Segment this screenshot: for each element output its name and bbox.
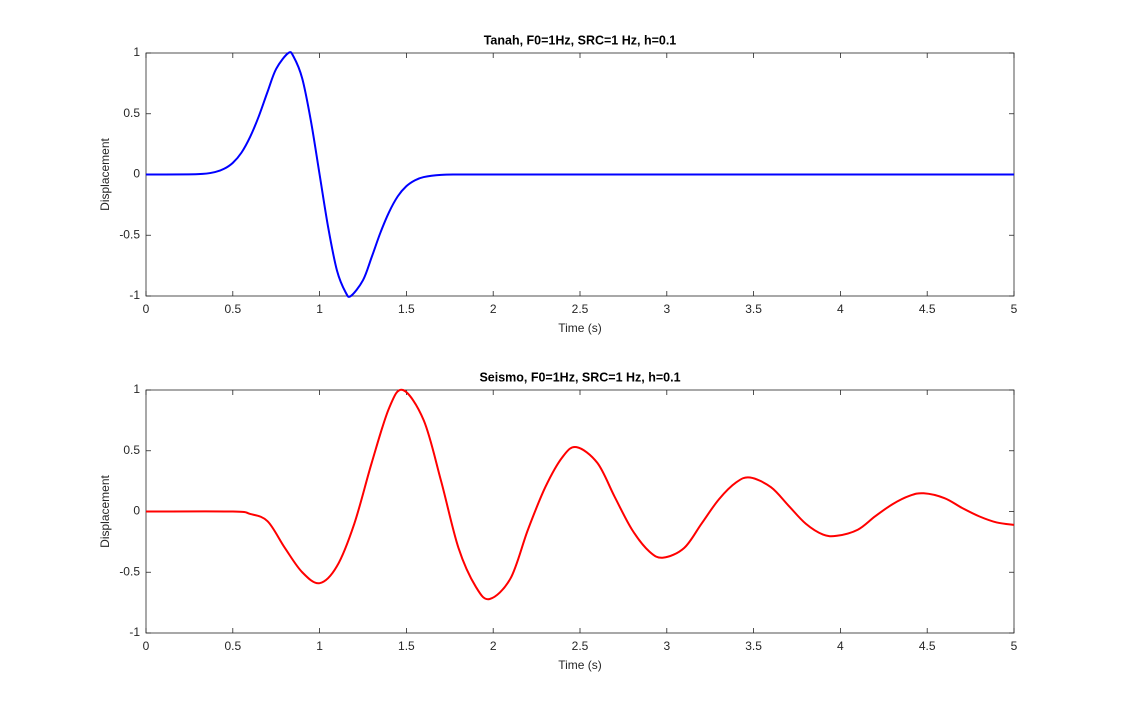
chart-title: Tanah, F0=1Hz, SRC=1 Hz, h=0.1 <box>484 33 677 47</box>
x-axis-label: Time (s) <box>558 321 602 335</box>
x-tick-label: 5 <box>1011 639 1018 653</box>
y-axis-label: Displacement <box>98 137 112 210</box>
y-tick-label: 0 <box>133 504 140 518</box>
x-tick-label: 4 <box>837 302 844 316</box>
x-tick-label: 4.5 <box>919 639 936 653</box>
x-tick-label: 2 <box>490 302 497 316</box>
x-axis-label: Time (s) <box>558 658 602 672</box>
y-tick-label: 1 <box>133 45 140 59</box>
data-line <box>145 51 1014 298</box>
y-axis-label: Displacement <box>98 474 112 547</box>
y-tick-label: 1 <box>133 382 140 396</box>
x-tick-label: 0.5 <box>224 302 241 316</box>
x-tick-label: 0 <box>143 639 150 653</box>
x-tick-label: 3 <box>663 639 670 653</box>
x-tick-label: 3.5 <box>745 639 762 653</box>
x-tick-label: 3 <box>663 302 670 316</box>
x-tick-label: 1 <box>316 302 323 316</box>
x-tick-label: 0.5 <box>224 639 241 653</box>
y-tick-label: 0.5 <box>123 106 140 120</box>
x-tick-label: 3.5 <box>745 302 762 316</box>
x-tick-label: 1.5 <box>398 639 415 653</box>
x-tick-label: 4.5 <box>919 302 936 316</box>
axes-box <box>145 389 1015 634</box>
x-tick-label: 4 <box>837 639 844 653</box>
y-tick-label: -1 <box>129 288 140 302</box>
x-tick-label: 5 <box>1011 302 1018 316</box>
y-tick-label: 0.5 <box>123 443 140 457</box>
x-tick-label: 2 <box>490 639 497 653</box>
x-tick-label: 0 <box>143 302 150 316</box>
chart-title: Seismo, F0=1Hz, SRC=1 Hz, h=0.1 <box>479 370 680 384</box>
x-tick-label: 2.5 <box>572 302 589 316</box>
data-line <box>145 388 1015 601</box>
x-tick-label: 1 <box>316 639 323 653</box>
y-tick-label: -0.5 <box>119 564 140 578</box>
x-tick-label: 2.5 <box>572 639 589 653</box>
y-tick-label: -1 <box>129 625 140 639</box>
y-tick-label: 0 <box>133 167 140 181</box>
y-tick-label: -0.5 <box>119 227 140 241</box>
x-tick-label: 1.5 <box>398 302 415 316</box>
